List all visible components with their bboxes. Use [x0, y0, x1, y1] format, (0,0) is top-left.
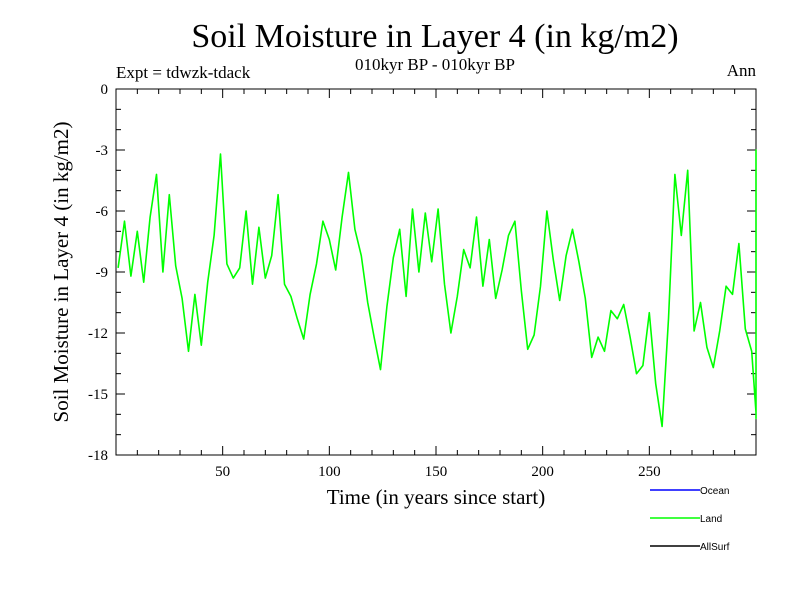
legend-label-land: Land: [700, 514, 722, 525]
legend: Ocean Land AllSurf: [650, 486, 730, 553]
y-tick-label: 0: [101, 82, 109, 98]
experiment-label: Expt = tdwzk-tdack: [116, 63, 251, 82]
x-tick-label: 250: [638, 464, 661, 480]
legend-label-allsurf: AllSurf: [700, 542, 730, 553]
y-tick-label: -6: [96, 204, 109, 220]
chart-title: Soil Moisture in Layer 4 (in kg/m2): [191, 18, 678, 55]
x-tick-label: 100: [318, 464, 341, 480]
y-tick-labels: 0 -3 -6 -9 -12 -15 -18: [88, 82, 108, 464]
series-line-land: [117, 149, 757, 428]
legend-label-ocean: Ocean: [700, 486, 729, 497]
y-axis-label: Soil Moisture in Layer 4 (in kg/m2): [49, 122, 73, 423]
period-label: Ann: [727, 61, 757, 80]
y-tick-label: -15: [88, 387, 108, 403]
y-tick-label: -18: [88, 448, 108, 464]
chart-subtitle: 010kyr BP - 010kyr BP: [355, 55, 515, 74]
axis-ticks: [115, 88, 757, 456]
y-tick-label: -12: [88, 326, 108, 342]
x-axis-label: Time (in years since start): [327, 485, 546, 509]
x-tick-labels: 50 100 150 200 250: [215, 464, 660, 480]
plot-area-frame: [115, 88, 757, 456]
y-tick-label: -3: [96, 143, 109, 159]
x-tick-label: 50: [215, 464, 230, 480]
x-tick-label: 200: [531, 464, 554, 480]
y-tick-label: -9: [96, 265, 109, 281]
x-tick-label: 150: [425, 464, 448, 480]
